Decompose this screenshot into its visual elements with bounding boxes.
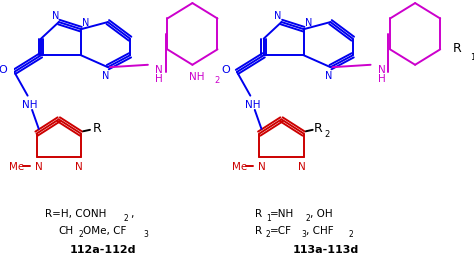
Text: O: O [221, 64, 230, 75]
Text: 2: 2 [79, 230, 83, 239]
Text: 3: 3 [301, 230, 306, 239]
Text: 112a-112d: 112a-112d [70, 245, 137, 255]
Text: N: N [274, 11, 282, 21]
Text: 1: 1 [266, 214, 271, 223]
Text: 2: 2 [214, 76, 219, 85]
Text: Me: Me [232, 162, 247, 172]
Text: N: N [102, 71, 109, 81]
Text: N: N [304, 18, 312, 29]
Text: R: R [453, 42, 462, 55]
Text: ,: , [130, 209, 134, 219]
Text: R: R [255, 226, 262, 236]
Text: H: H [378, 74, 385, 84]
Text: 3: 3 [144, 230, 148, 239]
Text: =CF: =CF [270, 226, 292, 236]
Text: N: N [325, 71, 332, 81]
Text: OMe, CF: OMe, CF [83, 226, 127, 236]
Text: H: H [155, 74, 163, 84]
Text: R=H, CONH: R=H, CONH [46, 209, 107, 219]
Text: NH: NH [22, 100, 37, 110]
Text: N: N [35, 162, 43, 172]
Text: N: N [378, 64, 385, 75]
Text: , OH: , OH [310, 209, 333, 219]
Text: N: N [82, 18, 89, 29]
Text: =NH: =NH [270, 209, 295, 219]
Text: 2: 2 [266, 230, 271, 239]
Text: R: R [255, 209, 262, 219]
Text: 2: 2 [123, 214, 128, 223]
Text: NH: NH [245, 100, 260, 110]
Text: 2: 2 [324, 130, 329, 139]
Text: N: N [257, 162, 265, 172]
Text: 113a-113d: 113a-113d [293, 245, 359, 255]
Text: N: N [298, 162, 305, 172]
Text: N: N [52, 11, 59, 21]
Text: R: R [314, 122, 322, 135]
Text: , CHF: , CHF [306, 226, 334, 236]
Text: 2: 2 [306, 214, 311, 223]
Text: NH: NH [189, 72, 205, 82]
Text: O: O [0, 64, 8, 75]
Text: 1: 1 [470, 53, 474, 62]
Text: N: N [155, 64, 163, 75]
Text: N: N [75, 162, 82, 172]
Text: Me: Me [9, 162, 24, 172]
Text: R: R [92, 122, 101, 135]
Text: CH: CH [59, 226, 74, 236]
Text: 2: 2 [348, 230, 353, 239]
